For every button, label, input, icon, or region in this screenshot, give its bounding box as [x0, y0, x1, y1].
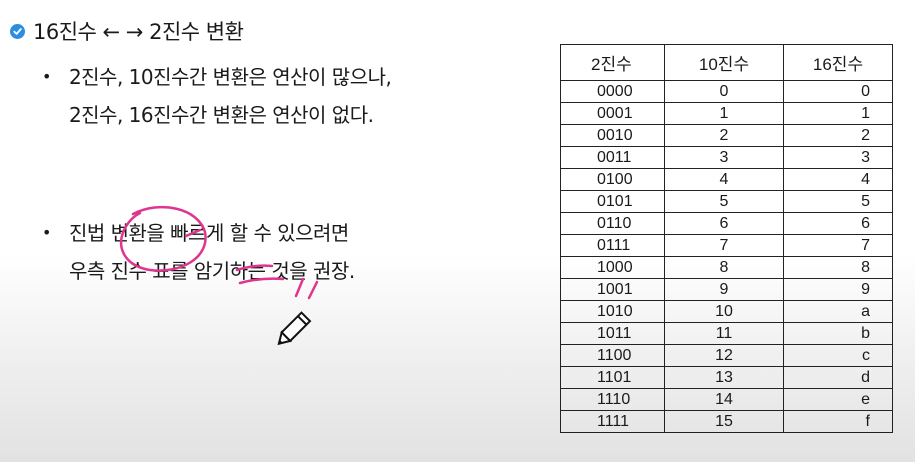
table-cell: 6 [783, 212, 893, 235]
bullet-list: • 2진수, 10진수간 변환은 연산이 많으나, 2진수, 16진수간 변환은… [42, 58, 522, 370]
bullet-line: 2진수, 10진수간 변환은 연산이 많으나, [68, 65, 392, 89]
table-cell: 0 [783, 80, 893, 103]
table-cell: 1010 [560, 300, 665, 323]
table-cell: 0 [664, 80, 784, 103]
column-header: 10진수 [664, 44, 784, 81]
table-row: 0011 3 3 [560, 146, 893, 169]
table-cell: 10 [664, 300, 784, 323]
table-cell: 9 [664, 278, 784, 301]
table-cell: 7 [664, 234, 784, 257]
table-cell: 0001 [560, 102, 665, 125]
slide-title-text: 16진수 ← → 2진수 변환 [33, 20, 244, 44]
table-row: 1010 10 a [560, 300, 893, 323]
table-row: 1110 14 e [560, 388, 893, 411]
table-cell: 8 [783, 256, 893, 279]
table-header-row: 2진수 10진수 16진수 [560, 44, 893, 81]
bullet-dot: • [42, 223, 51, 242]
table-cell: 3 [783, 146, 893, 169]
table-cell: 1110 [560, 388, 665, 411]
bullet-item: • 2진수, 10진수간 변환은 연산이 많으나, 2진수, 16진수간 변환은… [42, 58, 522, 134]
table-row: 1100 12 c [560, 344, 893, 367]
table-cell: 4 [664, 168, 784, 191]
table-cell: 2 [783, 124, 893, 147]
table-cell: 5 [783, 190, 893, 213]
table-cell: 12 [664, 344, 784, 367]
table-cell: 7 [783, 234, 893, 257]
table-row: 0010 2 2 [560, 124, 893, 147]
table-row: 1111 15 f [560, 410, 893, 433]
bullet-item: • 진법 변환을 빠르게 할 수 있으려면 우측 진수 표를 암기하는 것을 권… [42, 214, 522, 290]
table-cell: 0000 [560, 80, 665, 103]
table-cell: 9 [783, 278, 893, 301]
table-cell: 6 [664, 212, 784, 235]
table-cell: 4 [783, 168, 893, 191]
table-cell: 0110 [560, 212, 665, 235]
table-cell: 15 [664, 410, 784, 433]
table-cell: b [783, 322, 893, 345]
table-cell: c [783, 344, 893, 367]
table-cell: 0011 [560, 146, 665, 169]
table-row: 1000 8 8 [560, 256, 893, 279]
table-cell: 2 [664, 124, 784, 147]
table-cell: 0010 [560, 124, 665, 147]
table-cell: 1011 [560, 322, 665, 345]
table-cell: 0101 [560, 190, 665, 213]
table-cell: 1 [664, 102, 784, 125]
table-row: 0101 5 5 [560, 190, 893, 213]
table-cell: 11 [664, 322, 784, 345]
column-header: 16진수 [783, 44, 893, 81]
table-row: 0100 4 4 [560, 168, 893, 191]
table-cell: 3 [664, 146, 784, 169]
table-cell: d [783, 366, 893, 389]
table-cell: 1101 [560, 366, 665, 389]
table-cell: 0100 [560, 168, 665, 191]
table-cell: 13 [664, 366, 784, 389]
table-cell: 1111 [560, 410, 665, 433]
bullet-dot: • [42, 67, 51, 86]
table-row: 0001 1 1 [560, 102, 893, 125]
bullet-line: 2진수, 16진수간 변환은 연산이 없다. [68, 103, 374, 127]
table-cell: 1 [783, 102, 893, 125]
bullet-line: 진법 변환을 빠르게 할 수 있으려면 [68, 221, 349, 245]
table-row: 1001 9 9 [560, 278, 893, 301]
table-cell: 14 [664, 388, 784, 411]
table-cell: f [783, 410, 893, 433]
table-row: 0110 6 6 [560, 212, 893, 235]
table-row: 0000 0 0 [560, 80, 893, 103]
table-cell: 0111 [560, 234, 665, 257]
table-cell: e [783, 388, 893, 411]
table-cell: 1100 [560, 344, 665, 367]
table-cell: a [783, 300, 893, 323]
table-cell: 1001 [560, 278, 665, 301]
column-header: 2진수 [560, 44, 665, 81]
table-row: 1101 13 d [560, 366, 893, 389]
bullet-line: 우측 진수 표를 암기하는 것을 권장. [68, 259, 355, 283]
check-circle-icon [10, 23, 25, 39]
table-cell: 5 [664, 190, 784, 213]
conversion-table: 2진수 10진수 16진수 0000 0 0 0001 1 1 0010 2 2 0011 3 3 01… [560, 44, 893, 433]
table-cell: 8 [664, 256, 784, 279]
table-row: 1011 11 b [560, 322, 893, 345]
pencil-icon [270, 308, 316, 358]
table-row: 0111 7 7 [560, 234, 893, 257]
table-cell: 1000 [560, 256, 665, 279]
slide-title: 16진수 ← → 2진수 변환 [10, 16, 244, 46]
